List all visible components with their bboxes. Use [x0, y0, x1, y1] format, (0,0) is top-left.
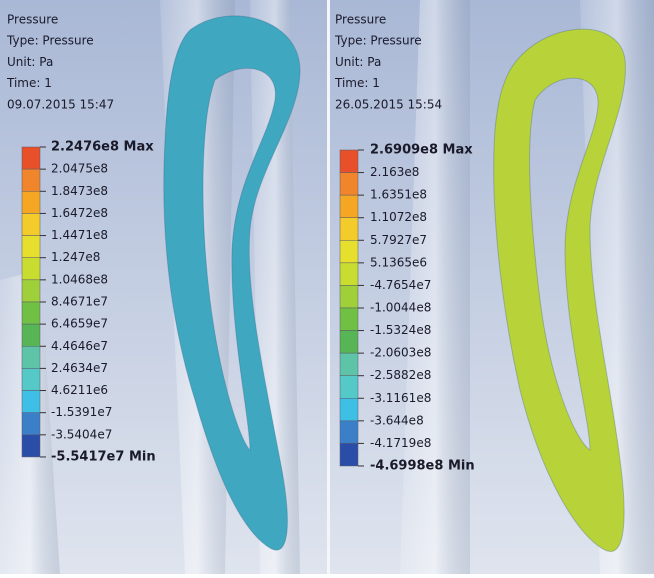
legend-label: 1.4471e8: [51, 228, 108, 242]
header-line: Pressure: [7, 13, 58, 27]
header-line: 09.07.2015 15:47: [7, 97, 114, 111]
legend-label: 8.4671e7: [51, 294, 108, 308]
legend-label: 1.6351e8: [370, 188, 427, 202]
legend-swatch: [340, 173, 358, 196]
legend-swatch: [340, 150, 358, 173]
legend-label: -1.0044e8: [370, 300, 431, 314]
legend-label: 1.6472e8: [51, 206, 108, 220]
legend-swatch: [340, 353, 358, 376]
legend-swatch: [340, 263, 358, 286]
legend-swatch: [340, 331, 358, 354]
legend-label: -4.1719e8: [370, 436, 431, 450]
legend-label: -1.5391e7: [51, 405, 112, 419]
legend-swatch: [22, 324, 40, 346]
legend-label: -2.5882e8: [370, 368, 431, 382]
legend-label: 1.8473e8: [51, 184, 108, 198]
legend-swatch: [22, 147, 40, 169]
legend-label: -3.644e8: [370, 413, 424, 427]
legend-label: 4.4646e7: [51, 339, 108, 353]
legend-label: 2.4634e7: [51, 361, 108, 375]
legend-swatch: [22, 346, 40, 368]
legend-swatch: [22, 413, 40, 435]
legend-swatch: [340, 195, 358, 218]
legend-label: 1.247e8: [51, 250, 100, 264]
legend-label: -4.7654e7: [370, 278, 431, 292]
header-line: Unit: Pa: [335, 55, 381, 69]
legend-swatch: [22, 236, 40, 258]
legend-label: -1.5324e8: [370, 323, 431, 337]
legend-label: 2.6909e8 Max: [370, 143, 473, 158]
viewport: Pressure Type: Pressure Unit: Pa Time: 1 09.…: [0, 0, 654, 574]
header-line: Type: Pressure: [6, 34, 94, 48]
legend-label: 2.163e8: [370, 165, 419, 179]
legend-label: 1.1072e8: [370, 210, 427, 224]
legend-swatch: [22, 169, 40, 191]
legend-swatch: [22, 391, 40, 413]
legend-label: 5.1365e6: [370, 255, 427, 269]
legend-swatch: [340, 285, 358, 308]
header-line: Time: 1: [6, 76, 52, 90]
legend-swatch: [22, 258, 40, 280]
header-line: Time: 1: [334, 76, 380, 90]
legend-label: 5.7927e7: [370, 233, 427, 247]
legend-swatch: [340, 376, 358, 399]
legend-swatch: [22, 280, 40, 302]
legend-swatch: [340, 443, 358, 466]
legend-swatch: [340, 240, 358, 263]
legend-label: -2.0603e8: [370, 346, 431, 360]
legend-swatch: [340, 218, 358, 241]
legend-label: -4.6998e8 Min: [370, 458, 475, 473]
legend-swatch: [22, 191, 40, 213]
legend-swatch: [22, 302, 40, 324]
legend-swatch: [22, 213, 40, 235]
legend-label: -3.1161e8: [370, 391, 431, 405]
header-line: Type: Pressure: [334, 34, 422, 48]
panel-divider: [327, 0, 330, 574]
screenshot: Pressure Type: Pressure Unit: Pa Time: 1 09.…: [0, 0, 654, 574]
header-line: Unit: Pa: [7, 55, 53, 69]
header-line: 26.05.2015 15:54: [335, 97, 442, 111]
legend-label: 2.2476e8 Max: [51, 140, 154, 155]
legend-swatch: [22, 435, 40, 457]
legend-label: -3.5404e7: [51, 427, 112, 441]
legend-label: -5.5417e7 Min: [51, 449, 156, 464]
legend-swatch: [22, 368, 40, 390]
header-line: Pressure: [335, 13, 386, 27]
legend-swatch: [340, 398, 358, 421]
legend-label: 2.0475e8: [51, 162, 108, 176]
legend-label: 4.6211e6: [51, 383, 108, 397]
legend-label: 6.4659e7: [51, 317, 108, 331]
legend-label: 1.0468e8: [51, 272, 108, 286]
legend-swatch: [340, 421, 358, 444]
legend-swatch: [340, 308, 358, 331]
